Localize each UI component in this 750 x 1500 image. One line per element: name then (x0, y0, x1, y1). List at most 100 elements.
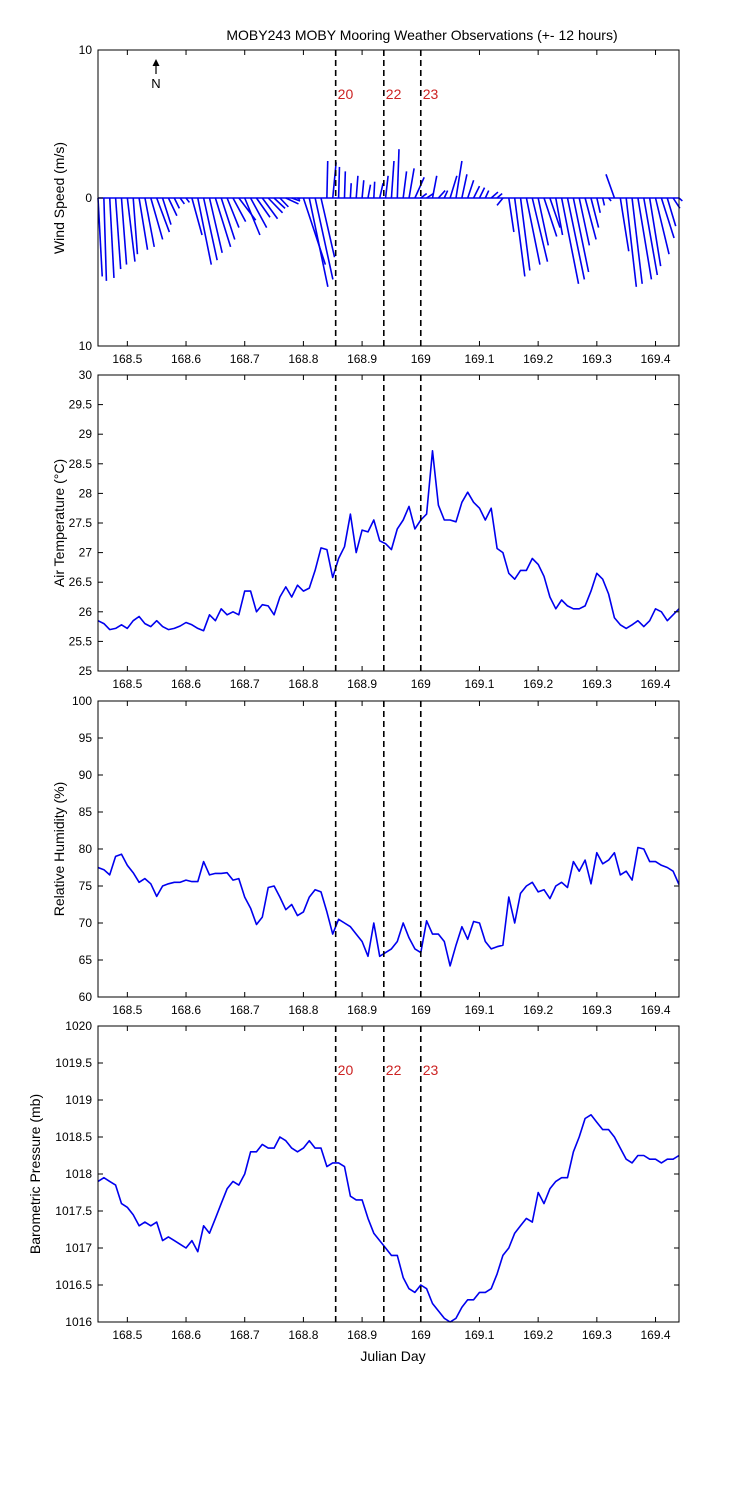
wind-vector (484, 190, 490, 199)
wind-x-tick-label: 168.9 (347, 352, 377, 366)
wind-vector (525, 197, 541, 265)
humidity-x-tick-label: 168.5 (112, 1003, 142, 1017)
wind-vector (138, 197, 149, 250)
wind-vector (455, 160, 463, 199)
wind-x-tick-label: 168.6 (171, 352, 201, 366)
wind-vector (560, 197, 580, 284)
wind-vector (642, 197, 659, 276)
relative-humidity-panel: 168.5 168.6 168.7 168.8 168.9 169 169.1 169.2 16… (51, 694, 680, 1017)
wind-vector (596, 197, 601, 213)
wind-vector (308, 197, 329, 287)
wind-vector (625, 197, 638, 287)
humidity-x-tick-label: 168.8 (288, 1003, 318, 1017)
wind-vector (208, 197, 223, 253)
wind-x-tick-label: 168.8 (288, 352, 318, 366)
wind-x-tick-label: 169.4 (641, 352, 671, 366)
wind-vector (472, 185, 481, 199)
pressure-plot-area (98, 1026, 679, 1322)
wind-vector (343, 171, 347, 199)
wind-vector (126, 197, 136, 262)
temp-x-tick-label: 168.8 (288, 677, 318, 691)
wind-vector (349, 183, 352, 199)
humidity-y-tick-label: 70 (79, 916, 93, 930)
humidity-x-tick-label: 169 (411, 1003, 431, 1017)
wind-vector (97, 197, 104, 277)
wind-vector (226, 197, 240, 228)
humidity-x-tick-label: 169.1 (464, 1003, 494, 1017)
temp-y-tick-label: 28.5 (69, 457, 93, 471)
figure-title: MOBY243 MOBY Mooring Weather Observation… (226, 27, 617, 43)
wind-vector (605, 174, 616, 199)
wind-vector (408, 168, 415, 199)
pressure-x-tick-label: 168.6 (171, 1328, 201, 1342)
north-arrowhead-icon (152, 59, 160, 66)
humidity-x-tick-label: 168.6 (171, 1003, 201, 1017)
wind-y-tick-label: 10 (79, 43, 93, 57)
wind-vector (243, 197, 261, 236)
wind-x-tick-label: 169.3 (582, 352, 612, 366)
wind-vector (144, 197, 156, 247)
wind-vector (232, 197, 247, 223)
pressure-x-tick-label: 169.2 (523, 1328, 553, 1342)
wind-vector (648, 197, 662, 267)
pressure-x-tick-label: 168.8 (288, 1328, 318, 1342)
pressure-y-tick-label: 1016.5 (55, 1278, 92, 1292)
temp-y-tick-label: 25 (79, 664, 93, 678)
pressure-series-line (97, 1114, 680, 1323)
pressure-y-tick-label: 1018.5 (55, 1130, 92, 1144)
wind-x-tick-label: 168.7 (230, 352, 260, 366)
wind-x-tick-label: 169 (411, 352, 431, 366)
humidity-y-axis-label: Relative Humidity (%) (51, 782, 67, 917)
temp-y-tick-label: 26.5 (69, 575, 93, 589)
wind-vector (414, 176, 425, 199)
wind-vector (496, 197, 504, 206)
wind-y-axis-label: Wind Speed (m/s) (51, 142, 67, 254)
wind-vector (513, 197, 526, 277)
temp-x-tick-label: 169.3 (582, 677, 612, 691)
humidity-plot-area (98, 701, 679, 997)
temp-y-tick-label: 30 (79, 368, 93, 382)
wind-vector (619, 197, 630, 252)
wind-x-tick-label: 169.2 (523, 352, 553, 366)
wind-vector (396, 149, 400, 199)
temp-y-tick-label: 26 (79, 605, 93, 619)
wind-vector (173, 197, 181, 209)
wind-speed-panel: 20 22 23 168.5 168.6 168.7 168.8 168.9 169 169.1 1… (51, 43, 683, 366)
pressure-x-tick-label: 168.9 (347, 1328, 377, 1342)
pressure-y-axis-label: Barometric Pressure (mb) (27, 1094, 43, 1254)
wind-vector (519, 197, 531, 271)
wind-vector (390, 160, 395, 199)
wind-vector (273, 197, 286, 209)
temp-x-tick-label: 168.7 (230, 677, 260, 691)
humidity-y-tick-label: 85 (79, 805, 93, 819)
wind-vector (578, 197, 591, 246)
wind-vector (590, 197, 600, 228)
humidity-series-line (97, 846, 680, 967)
temp-x-tick-label: 169.2 (523, 677, 553, 691)
wind-vector (326, 160, 329, 199)
wind-vector (678, 197, 683, 202)
wind-vector (554, 197, 564, 236)
temp-y-tick-label: 27.5 (69, 516, 93, 530)
wind-vector (584, 197, 597, 240)
pressure-x-tick-label: 169.3 (582, 1328, 612, 1342)
wind-vector (255, 197, 271, 218)
wind-vector (179, 197, 186, 205)
pressure-event-marker-label: 22 (386, 1062, 402, 1078)
wind-vector (196, 197, 213, 265)
wind-vector (103, 197, 108, 281)
wind-vector (449, 175, 458, 199)
temp-y-tick-label: 27 (79, 546, 93, 560)
wind-event-marker-label: 20 (338, 86, 354, 102)
pressure-x-tick-label: 168.5 (112, 1328, 142, 1342)
humidity-y-tick-label: 60 (79, 990, 93, 1004)
wind-vector (478, 187, 486, 199)
wind-vector (431, 175, 438, 199)
humidity-y-tick-label: 65 (79, 953, 93, 967)
air-temperature-panel: 168.5 168.6 168.7 168.8 168.9 169 169.1 169.2 16… (51, 368, 680, 691)
wind-vector (361, 180, 365, 199)
pressure-x-tick-label: 169.4 (641, 1328, 671, 1342)
wind-vector (461, 174, 468, 199)
temp-x-tick-label: 168.5 (112, 677, 142, 691)
wind-vector (314, 197, 334, 280)
